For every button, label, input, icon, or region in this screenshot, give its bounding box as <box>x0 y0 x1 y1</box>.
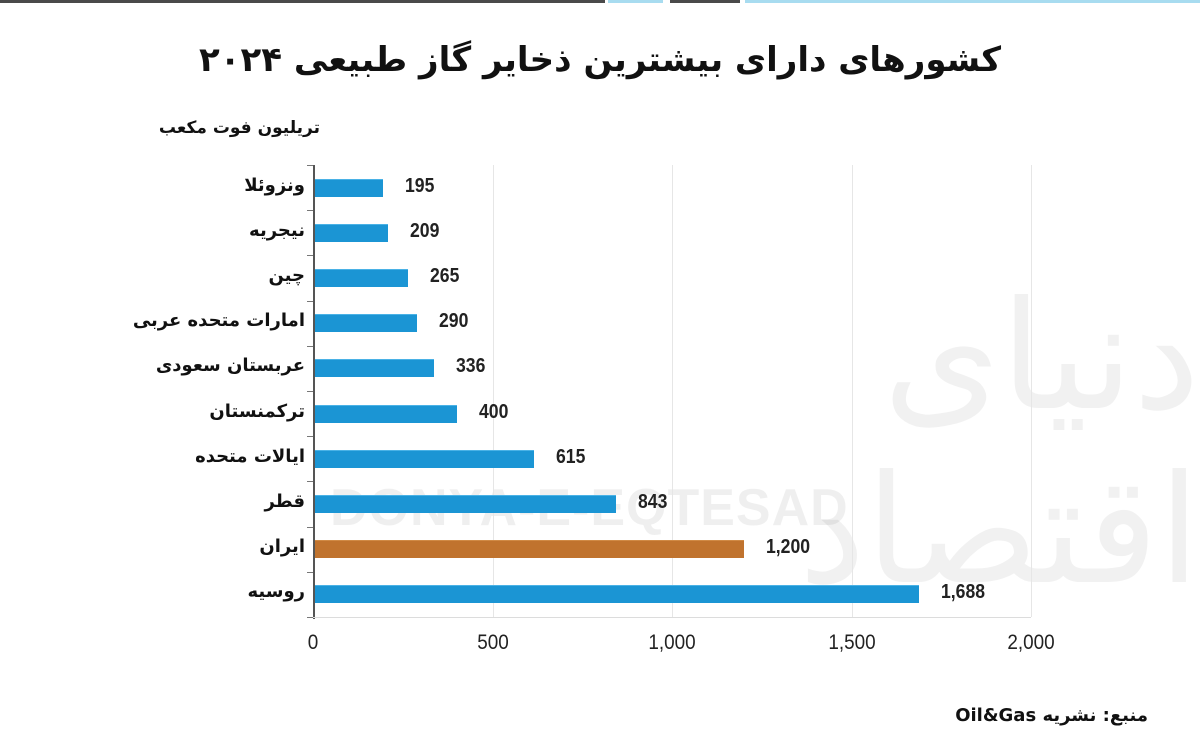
y-tick <box>307 617 313 618</box>
top-strip-dark-2 <box>670 0 740 3</box>
category-label: قطر <box>264 491 305 512</box>
bar <box>313 178 383 197</box>
bar <box>313 269 409 287</box>
category-label: ایران <box>259 536 305 558</box>
value-label: 1,200 <box>765 536 810 559</box>
gridline <box>672 165 673 617</box>
y-tick <box>307 165 313 166</box>
y-tick <box>307 436 313 438</box>
y-tick <box>307 571 313 573</box>
x-tick-label: 2,000 <box>1007 631 1055 654</box>
top-strip-dark <box>0 0 605 3</box>
unit-label: تریلیون فوت مکعب <box>158 118 320 138</box>
gridline <box>492 165 494 617</box>
y-tick <box>307 345 313 347</box>
value-label: 336 <box>455 355 485 378</box>
y-tick <box>307 391 313 392</box>
y-tick <box>307 210 313 212</box>
y-tick <box>307 300 313 302</box>
category-label: روسیه <box>247 581 305 603</box>
value-label: 209 <box>410 219 440 242</box>
bar <box>313 314 418 333</box>
bar <box>313 404 457 423</box>
value-label: 1,688 <box>940 581 986 604</box>
x-tick-label: 0 <box>307 631 319 654</box>
bar <box>313 449 534 468</box>
y-tick <box>307 255 313 257</box>
value-label: 195 <box>405 174 435 197</box>
x-axis <box>313 617 1031 618</box>
y-tick <box>307 481 313 483</box>
gridline <box>1031 165 1032 617</box>
x-tick-label: 500 <box>476 631 509 654</box>
y-axis <box>313 165 315 619</box>
bar <box>313 495 616 513</box>
y-tick <box>307 526 313 528</box>
plot-area: 195 209 265 290 336 400 615 843 1,200 1,688 <box>313 165 1032 617</box>
bar <box>313 223 389 242</box>
top-strip <box>0 0 1200 3</box>
value-label: 400 <box>478 400 508 423</box>
category-label: ایالات متحده <box>195 445 305 467</box>
top-strip-light <box>608 0 663 3</box>
gridline <box>851 165 853 617</box>
value-label: 843 <box>637 491 667 513</box>
chart-title: کشورهای دارای بیشترین ذخایر گاز طبیعی ۲۰… <box>198 40 1002 80</box>
source-note: منبع: نشریه Oil&Gas <box>955 705 1148 726</box>
bar <box>313 540 744 559</box>
bar <box>313 585 919 604</box>
value-label: 615 <box>555 445 586 468</box>
x-tick-label: 1,000 <box>648 631 696 654</box>
top-strip-light-2 <box>745 0 1200 3</box>
category-label: نیجریه <box>249 219 305 241</box>
category-label: ترکمنستان <box>209 400 305 422</box>
value-label: 265 <box>430 265 460 287</box>
x-tick-label: 1,500 <box>827 631 876 654</box>
value-label: 290 <box>439 310 469 333</box>
category-label: عربستان سعودی <box>155 355 305 377</box>
category-label: چین <box>268 265 305 286</box>
category-label: امارات متحده عربی <box>132 310 305 332</box>
category-label: ونزوئلا <box>244 174 305 196</box>
bar <box>313 359 434 378</box>
